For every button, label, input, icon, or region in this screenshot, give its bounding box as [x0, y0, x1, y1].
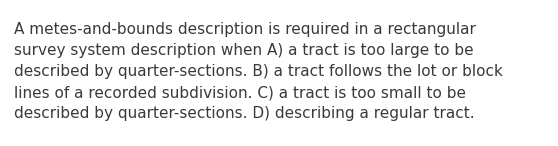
Text: described by quarter-sections. D) describing a regular tract.: described by quarter-sections. D) descri… — [14, 106, 475, 121]
Text: lines of a recorded subdivision. C) a tract is too small to be: lines of a recorded subdivision. C) a tr… — [14, 85, 466, 100]
Text: A metes-and-bounds description is required in a rectangular: A metes-and-bounds description is requir… — [14, 22, 476, 37]
Text: survey system description when A) a tract is too large to be: survey system description when A) a trac… — [14, 43, 474, 58]
Text: described by quarter-sections. B) a tract follows the lot or block: described by quarter-sections. B) a trac… — [14, 64, 503, 79]
